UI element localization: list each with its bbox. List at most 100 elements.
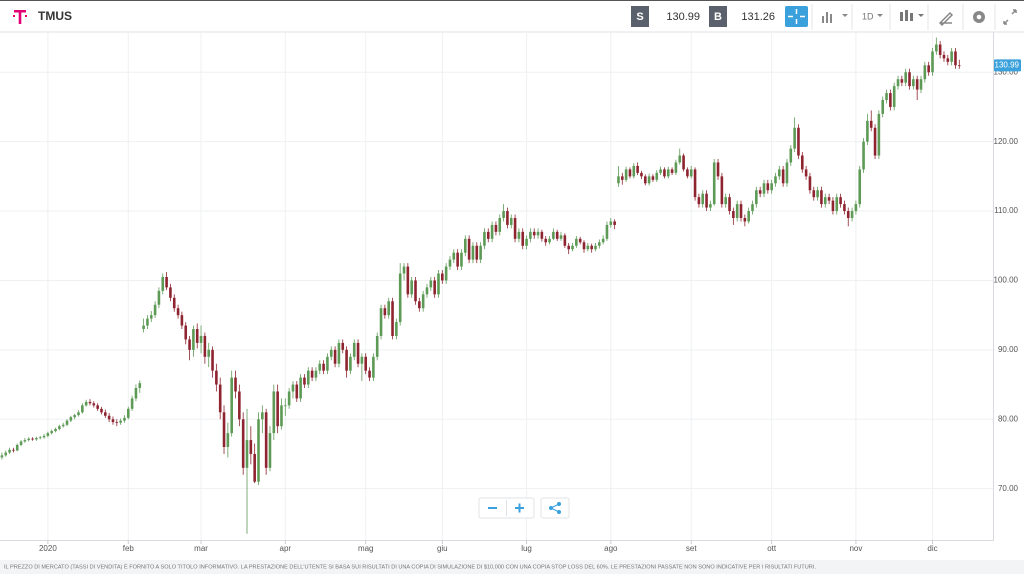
candle-body xyxy=(869,120,873,128)
candle-body xyxy=(751,204,754,212)
candle-body xyxy=(230,377,233,434)
candle-body xyxy=(720,176,724,205)
crosshair-button[interactable] xyxy=(785,6,808,27)
candle-body xyxy=(58,426,61,429)
x-tick-label: ago xyxy=(604,544,618,553)
candle-body xyxy=(678,155,682,163)
candle-body xyxy=(88,401,92,404)
candle-body xyxy=(575,238,578,246)
buy-label: B xyxy=(714,11,722,23)
candle-body xyxy=(912,79,915,87)
candle-body xyxy=(555,231,559,239)
candle-body xyxy=(716,162,720,177)
x-tick-label: feb xyxy=(123,544,135,553)
candle-body xyxy=(287,391,291,406)
candle-body xyxy=(950,51,953,62)
candle-body xyxy=(919,79,923,90)
candle-body xyxy=(257,419,260,482)
candle-body xyxy=(598,242,601,246)
candle-body xyxy=(326,356,329,371)
y-tick-label: 90.00 xyxy=(998,345,1019,354)
y-tick-label: 120.00 xyxy=(994,137,1019,146)
buy-button[interactable] xyxy=(709,6,727,27)
candle-body xyxy=(785,162,789,184)
draw-button[interactable] xyxy=(938,11,954,27)
candle-body xyxy=(643,176,647,184)
candle-body xyxy=(827,197,831,201)
candle-body xyxy=(433,280,436,295)
candle-body xyxy=(739,204,743,218)
candle-body xyxy=(207,349,211,357)
y-tick-label: 70.00 xyxy=(998,484,1019,493)
candle-body xyxy=(532,231,536,236)
candle-body xyxy=(674,162,678,173)
candle-body xyxy=(567,245,570,250)
candle-body xyxy=(142,325,145,330)
sell-button[interactable] xyxy=(631,6,649,27)
candle-body xyxy=(463,238,467,253)
crosshair-icon xyxy=(788,9,805,24)
candle-body xyxy=(345,349,348,371)
candle-body xyxy=(418,301,421,309)
candle-body xyxy=(774,176,777,184)
candle-body xyxy=(513,217,517,239)
candle-body xyxy=(904,72,907,83)
indicator-button[interactable] xyxy=(822,12,848,23)
candle-body xyxy=(199,335,203,343)
candle-body xyxy=(735,204,739,218)
candle-body xyxy=(743,217,747,222)
candle-body xyxy=(65,420,69,425)
candle-body xyxy=(816,190,819,198)
candle-body xyxy=(0,455,4,458)
candle-body xyxy=(835,197,839,212)
candle-body xyxy=(609,221,613,225)
candle-body xyxy=(130,398,134,409)
candle-type-button[interactable] xyxy=(900,10,924,21)
candle-body xyxy=(812,190,816,198)
y-tick-label: 100.00 xyxy=(994,276,1019,285)
buy-price: 131.26 xyxy=(741,11,775,23)
candle-body xyxy=(525,238,528,246)
candle-body xyxy=(276,391,279,427)
candle-body xyxy=(804,169,808,177)
candle-body xyxy=(475,245,479,260)
candle-body xyxy=(188,339,191,350)
candle-body xyxy=(306,370,310,385)
candle-body xyxy=(12,449,15,451)
candle-body xyxy=(27,438,31,441)
zoom-in-button[interactable] xyxy=(515,503,524,513)
candle-body xyxy=(839,197,842,205)
interval[interactable]: 1D xyxy=(862,11,874,21)
candle-body xyxy=(192,329,195,350)
candle-body xyxy=(318,363,322,371)
candle-body xyxy=(421,294,425,309)
fullscreen-button[interactable] xyxy=(1003,9,1017,25)
share-button[interactable] xyxy=(540,497,570,519)
candle-body xyxy=(705,193,708,208)
settings-button[interactable] xyxy=(973,11,985,23)
candle-body xyxy=(563,235,567,246)
candle-body xyxy=(908,72,911,87)
candle-body xyxy=(268,433,272,468)
candle-body xyxy=(165,276,168,288)
candle-body xyxy=(222,412,226,448)
candle-body xyxy=(215,370,218,385)
candle-body xyxy=(61,424,65,427)
candle-body xyxy=(81,405,84,413)
candle-body xyxy=(831,200,835,212)
candle-body xyxy=(456,252,459,267)
candle-body xyxy=(35,437,38,440)
candle-body xyxy=(935,44,938,52)
candle-body xyxy=(157,290,161,305)
candle-body xyxy=(590,245,593,250)
candle-body xyxy=(364,356,368,371)
candle-body xyxy=(211,349,214,371)
candle-body xyxy=(119,420,122,423)
candle-body xyxy=(797,127,800,156)
candle-body xyxy=(96,405,99,409)
y-tick-label: 110.00 xyxy=(994,206,1018,215)
candle-body xyxy=(490,224,494,239)
candle-body xyxy=(693,169,697,198)
x-tick-label: dic xyxy=(927,544,937,553)
